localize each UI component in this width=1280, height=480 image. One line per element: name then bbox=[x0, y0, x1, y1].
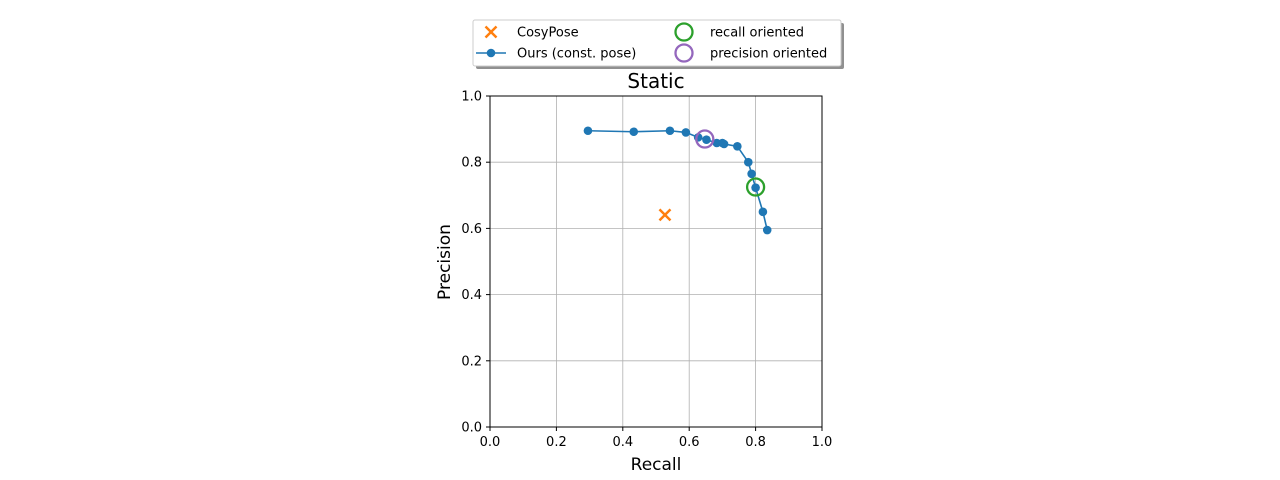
legend-item-recall-oriented: recall oriented bbox=[674, 22, 804, 42]
series-recall-oriented bbox=[745, 177, 766, 197]
ours-const-pose-point bbox=[762, 225, 772, 235]
y-axis-label: Precision bbox=[435, 224, 455, 300]
ours-const-pose-point bbox=[702, 135, 711, 144]
x-marker-stroke bbox=[484, 25, 498, 39]
y-tick-label: 0.8 bbox=[461, 156, 482, 171]
precision-oriented-point bbox=[695, 129, 715, 149]
series-cosypose bbox=[658, 208, 672, 222]
legend-circle-marker bbox=[674, 43, 694, 63]
ours-const-pose-point bbox=[747, 169, 756, 179]
legend-x-marker bbox=[484, 25, 498, 39]
y-axis-ticks: 0.0 0.2 0.4 0.6 0.8 1.0 bbox=[461, 90, 490, 436]
y-tick-label: 1.0 bbox=[461, 90, 482, 105]
y-tick-label: 0.0 bbox=[461, 421, 482, 436]
cosypose-point bbox=[658, 208, 672, 222]
legend-label: CosyPose bbox=[517, 26, 579, 41]
x-tick-label: 0.2 bbox=[546, 435, 567, 450]
series-layer bbox=[583, 126, 772, 235]
ours-const-pose-point bbox=[681, 128, 691, 137]
ours-const-pose-point bbox=[583, 126, 593, 136]
legend-circle-marker bbox=[674, 22, 694, 42]
plot-frame bbox=[489, 95, 823, 428]
legend-label: Ours (const. pose) bbox=[517, 47, 636, 62]
series-precision-oriented bbox=[695, 129, 715, 149]
legend-entries: CosyPose Ours (const. pose) recall oriente… bbox=[476, 22, 827, 63]
ours-const-pose-point bbox=[629, 127, 639, 137]
ours-const-pose-point bbox=[758, 207, 768, 217]
legend-box bbox=[472, 19, 842, 67]
plot-background bbox=[490, 96, 822, 427]
chart-title: Static bbox=[627, 69, 684, 93]
legend: CosyPose Ours (const. pose) recall oriente… bbox=[472, 19, 844, 69]
ours-const-pose-point bbox=[743, 157, 753, 167]
x-tick-label: 0.0 bbox=[480, 435, 501, 450]
x-tick-label: 0.8 bbox=[745, 435, 766, 450]
legend-item-precision-oriented: precision oriented bbox=[674, 43, 827, 63]
legend-label: precision oriented bbox=[710, 47, 827, 62]
legend-dot-marker bbox=[486, 48, 496, 58]
y-tick-label: 0.4 bbox=[461, 288, 482, 303]
ours-const-pose-point bbox=[733, 142, 742, 151]
x-axis-label: Recall bbox=[631, 455, 682, 475]
x-tick-label: 0.4 bbox=[612, 435, 633, 450]
legend-item-ours-const-pose: Ours (const. pose) bbox=[476, 47, 636, 62]
x-marker-stroke bbox=[658, 208, 672, 222]
y-tick-label: 0.6 bbox=[461, 222, 482, 237]
x-tick-label: 0.6 bbox=[679, 435, 700, 450]
legend-item-cosypose: CosyPose bbox=[484, 25, 579, 41]
series-ours-const-pose bbox=[583, 126, 772, 235]
legend-label: recall oriented bbox=[710, 26, 804, 41]
x-axis-ticks: 0.0 0.2 0.4 0.6 0.8 1.0 bbox=[480, 427, 833, 450]
y-tick-label: 0.2 bbox=[461, 354, 482, 369]
ours-const-pose-point bbox=[751, 183, 760, 192]
x-tick-label: 1.0 bbox=[812, 435, 833, 450]
ours-const-pose-point bbox=[665, 126, 675, 136]
recall-oriented-point bbox=[745, 177, 766, 197]
ours-const-pose-point bbox=[719, 139, 729, 149]
